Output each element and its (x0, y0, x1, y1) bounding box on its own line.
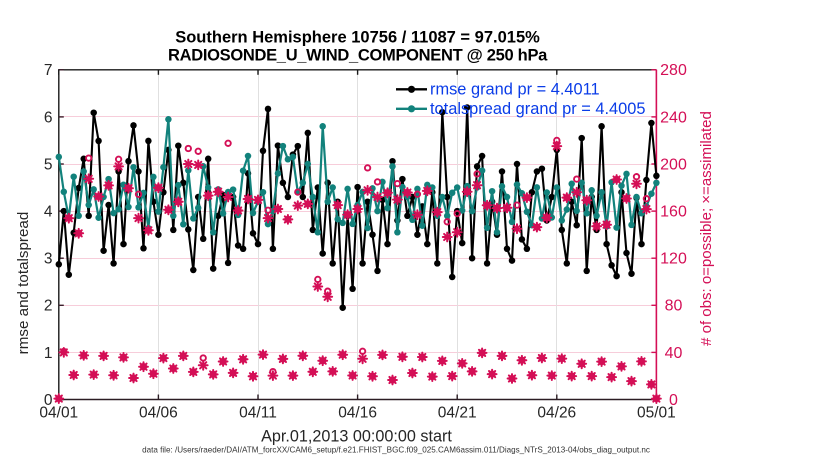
svg-text:1: 1 (44, 345, 53, 362)
svg-text:Southern Hemisphere 10756 / 11: Southern Hemisphere 10756 / 11087 = 97.0… (175, 28, 540, 46)
svg-text:RADIOSONDE_U_WIND_COMPONENT @: RADIOSONDE_U_WIND_COMPONENT @ 250 hPa (168, 47, 548, 65)
svg-text:4: 4 (44, 204, 53, 221)
svg-text:120: 120 (660, 251, 687, 268)
svg-text:280: 280 (660, 62, 687, 79)
svg-text:04/26: 04/26 (537, 405, 576, 422)
svg-text:40: 40 (665, 345, 683, 362)
svg-text:0: 0 (44, 392, 53, 409)
svg-text:80: 80 (665, 298, 683, 315)
svg-text:04/01: 04/01 (39, 405, 78, 422)
svg-text:0: 0 (669, 392, 678, 409)
svg-text:rmse grand pr = 4.4011: rmse grand pr = 4.4011 (430, 81, 600, 99)
svg-text:04/06: 04/06 (139, 405, 178, 422)
svg-text:200: 200 (660, 156, 687, 173)
svg-text:05/01: 05/01 (637, 405, 676, 422)
svg-text:# of obs: o=possible; ×=assimi: # of obs: o=possible; ×=assimilated (698, 111, 715, 346)
svg-text:3: 3 (44, 251, 53, 268)
svg-text:04/11: 04/11 (239, 405, 277, 422)
svg-text:7: 7 (44, 62, 53, 79)
svg-text:totalspread grand pr = 4.4005: totalspread grand pr = 4.4005 (430, 100, 646, 118)
svg-text:2: 2 (44, 298, 53, 315)
svg-text:rmse and totalspread: rmse and totalspread (15, 212, 32, 355)
svg-text:04/21: 04/21 (438, 405, 477, 422)
svg-text:160: 160 (660, 204, 687, 221)
svg-text:04/16: 04/16 (338, 405, 377, 422)
svg-text:240: 240 (660, 109, 687, 126)
svg-text:Apr.01,2013 00:00:00 start: Apr.01,2013 00:00:00 start (261, 428, 452, 446)
svg-text:6: 6 (44, 109, 53, 126)
svg-text:data file: /Users/raeder/DAI/A: data file: /Users/raeder/DAI/ATM_forcXX/… (142, 446, 650, 455)
svg-text:5: 5 (44, 156, 53, 173)
